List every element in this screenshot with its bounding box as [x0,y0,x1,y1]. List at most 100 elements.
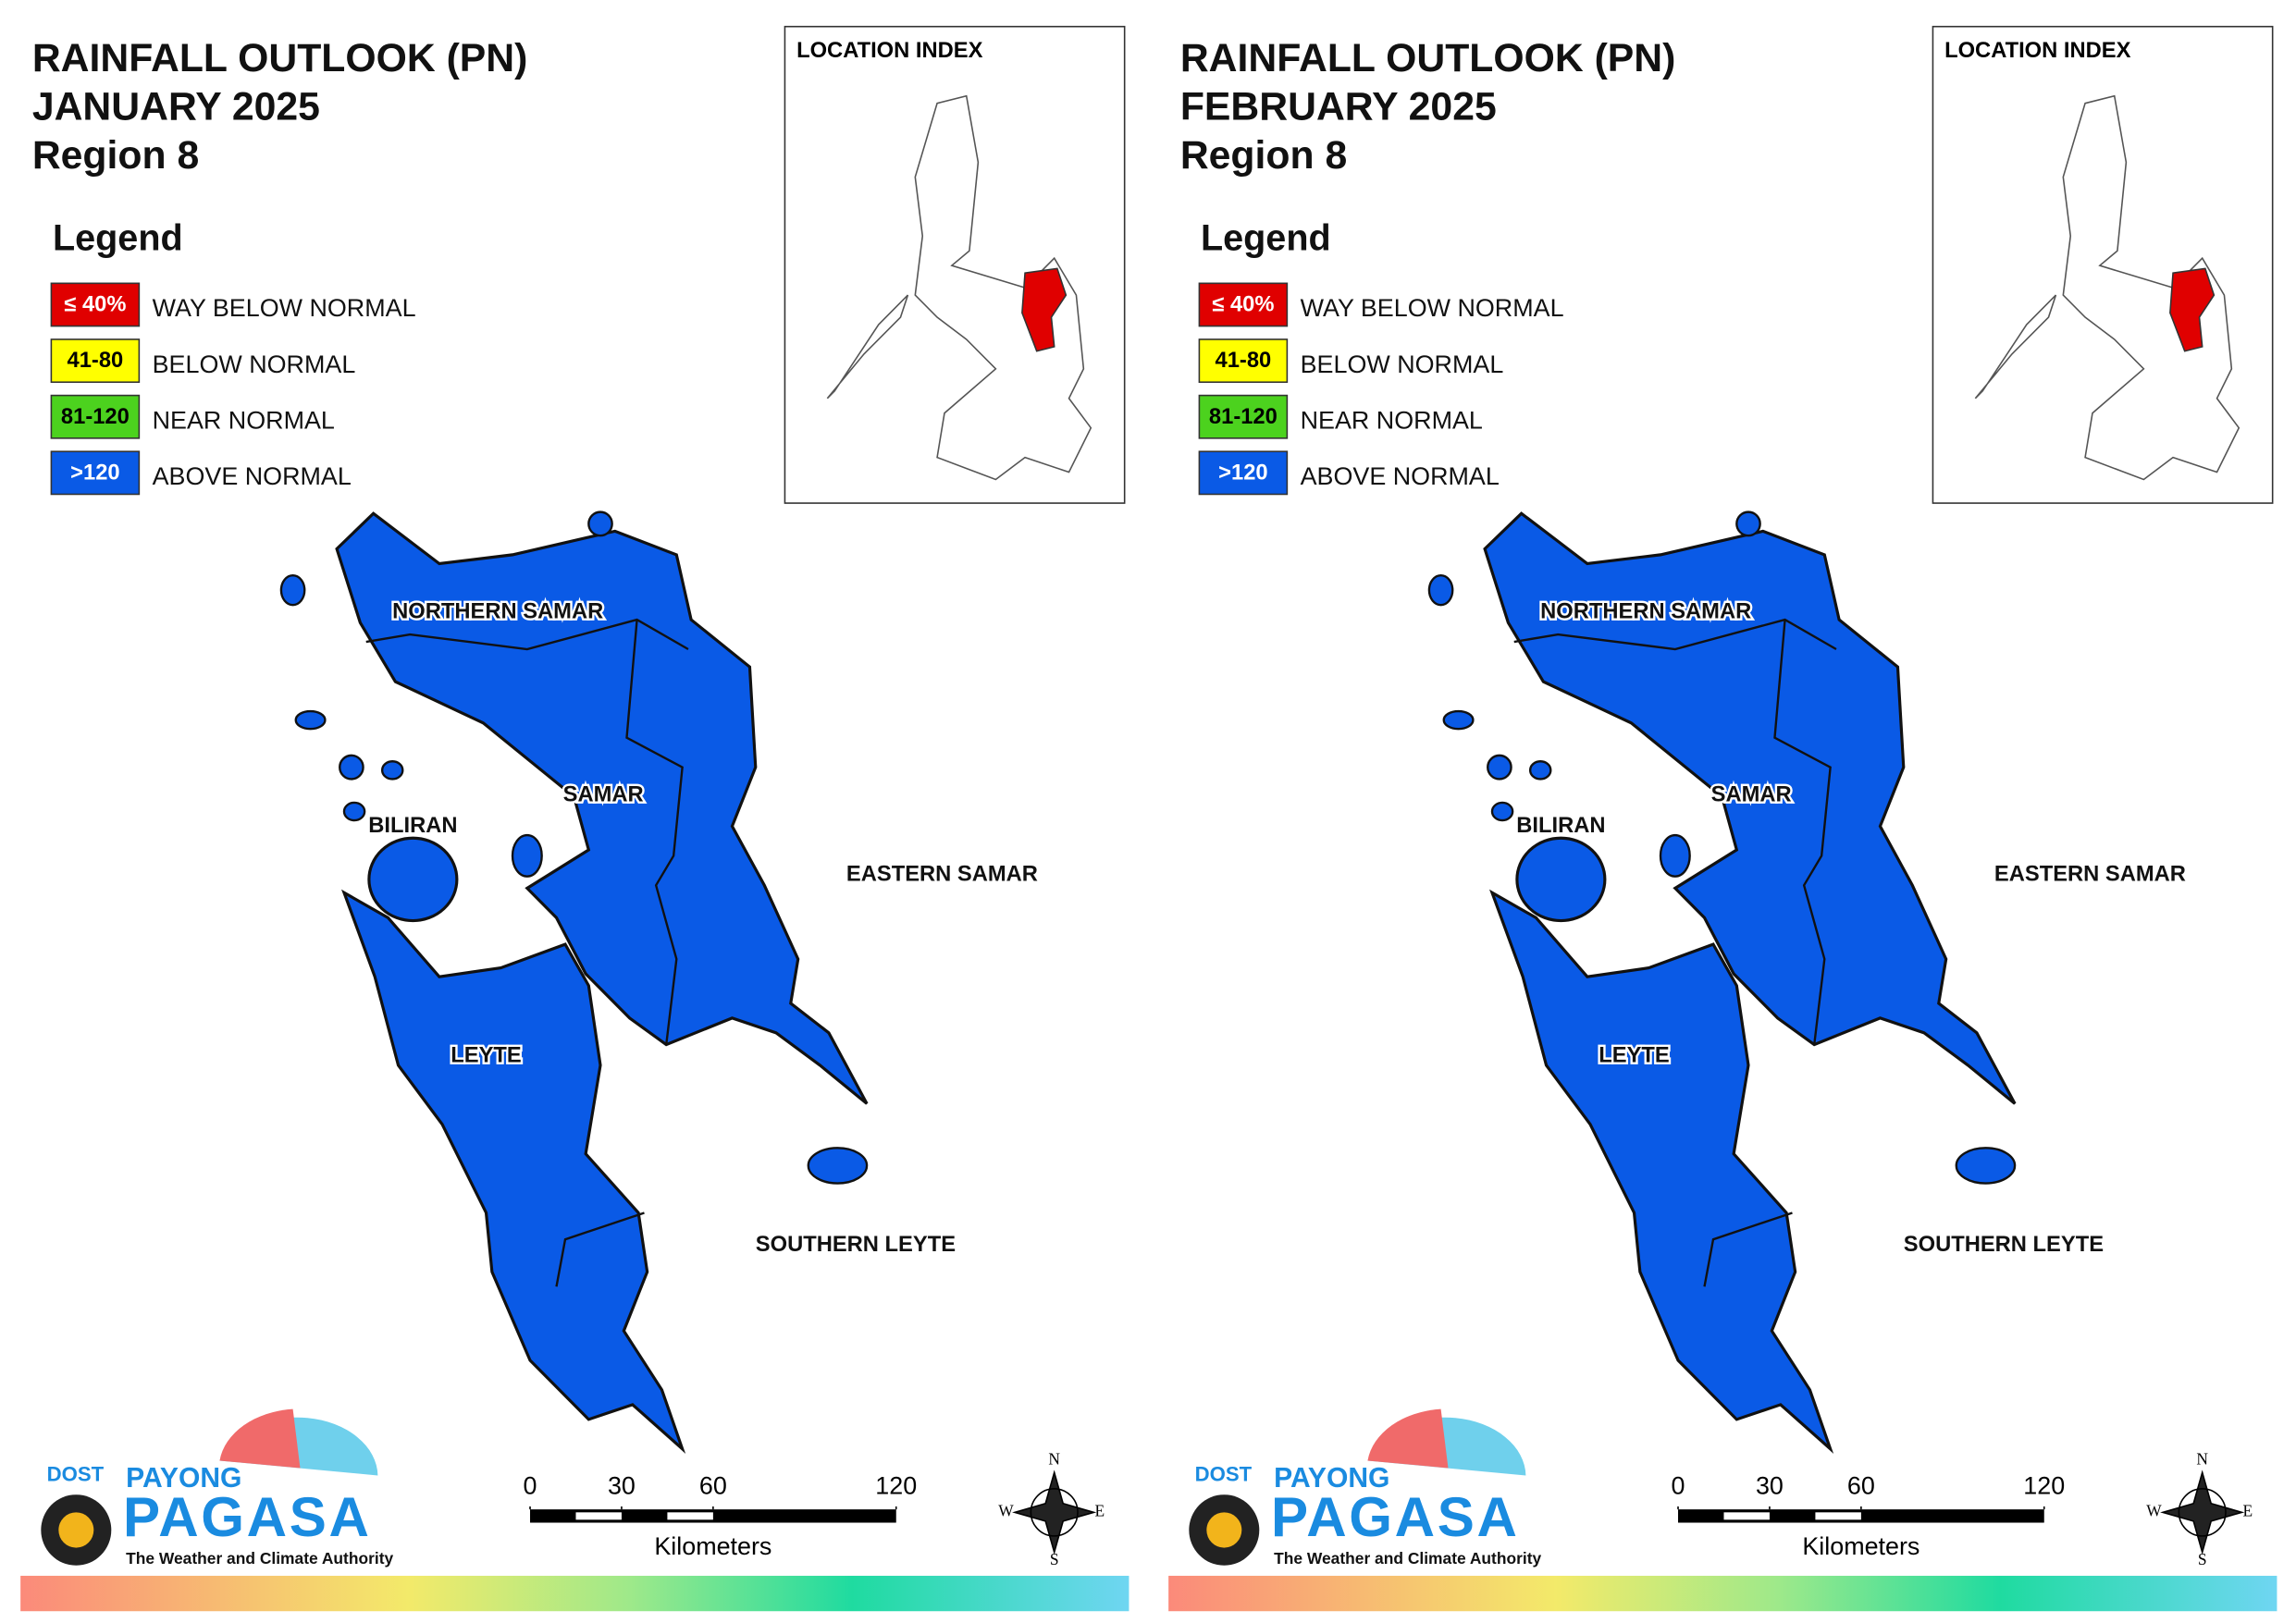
map-panel: RAINFALL OUTLOOK (PN)JANUARY 2025Region … [20,25,1129,1612]
leyte-island [341,889,686,1454]
region-8-highlight [2169,267,2216,352]
region-label: BILIRAN [1516,813,1605,838]
scale-tick-label: 30 [608,1471,636,1499]
legend-swatch-label: 81-120 [61,404,130,429]
region-label: EASTERN SAMAR [846,861,1038,886]
scale-bar-segment [1815,1512,1861,1520]
small-island [1490,801,1514,822]
small-island [511,833,543,878]
logo-umbrella-left [219,1408,301,1469]
compass-letter: E [2242,1501,2253,1519]
small-island [294,709,327,731]
compass-ring [2178,1488,2227,1537]
small-island [1659,833,1691,878]
small-island [279,574,306,607]
logo-pagasa: PAGASA [123,1485,369,1548]
scale-unit: Kilometers [654,1532,772,1560]
legend-swatch [50,282,141,327]
scale-tick-label: 60 [699,1471,727,1499]
footer-band [20,1575,1129,1612]
logo-seal-inner [1206,1512,1242,1548]
small-island [1442,709,1475,731]
legend-label: BELOW NORMAL [153,350,356,378]
map-title: RAINFALL OUTLOOK (PN) [1180,36,1676,80]
location-index-title: LOCATION INDEX [1944,38,2130,63]
region-label: SAMAR [563,781,644,806]
logo-payong: PAYONG [126,1463,241,1494]
map-panel: RAINFALL OUTLOOK (PN)FEBRUARY 2025Region… [1168,25,2277,1612]
biliran-island [367,836,459,923]
map-title: Region 8 [32,133,199,178]
scale-tick-label: 120 [2023,1471,2065,1499]
region-8-highlight [1021,267,1068,352]
province-border [625,619,684,1045]
legend-label: ABOVE NORMAL [153,462,352,490]
region-label: LEYTE [1599,1043,1669,1068]
scale-tick-label: 30 [1756,1471,1784,1499]
map-title: Region 8 [1180,133,1347,178]
small-island [1955,1147,2017,1185]
small-island [1735,510,1761,537]
compass-rose [1012,1469,1097,1555]
province-border [555,1211,645,1287]
legend-swatch-label: >120 [70,460,119,485]
legend-label: WAY BELOW NORMAL [1301,294,1564,322]
scale-tick-label: 60 [1847,1471,1875,1499]
small-island [380,760,404,781]
logo-dost: DOST [1195,1462,1253,1485]
legend-swatch-label: >120 [1218,460,1267,485]
scale-tick-label: 0 [1672,1471,1685,1499]
logo-pagasa: PAGASA [1271,1485,1517,1548]
legend-swatch-label: 81-120 [1209,404,1278,429]
compass-letter: E [1094,1501,1105,1519]
scale-tick-label: 120 [875,1471,917,1499]
legend-swatch [50,450,141,496]
small-island [342,801,366,822]
region-label: SOUTHERN LEYTE [1904,1232,2104,1257]
legend-label: NEAR NORMAL [153,406,335,434]
legend-swatch [1198,450,1289,496]
map-title: JANUARY 2025 [32,84,320,129]
footer-band [1168,1575,2277,1612]
legend-swatch [1198,338,1289,384]
region-label: NORTHERN SAMAR [392,598,603,623]
small-island [587,510,613,537]
scale-unit: Kilometers [1802,1532,1920,1560]
samar-island [1483,511,2017,1105]
logo-seal-inner [58,1512,94,1548]
legend-swatch [50,394,141,439]
compass-letter: W [998,1501,1014,1519]
region-label: LEYTE [451,1043,521,1068]
small-island [807,1147,869,1185]
samar-island [335,511,869,1105]
legend-swatch-label: 41-80 [68,348,124,373]
compass-rose [2160,1469,2245,1555]
province-border [365,618,689,651]
compass-ring [1030,1488,1079,1537]
small-island [339,754,364,781]
philippines-outline [1974,94,2240,481]
small-island [1487,754,1512,781]
scale-bar-segment [575,1512,622,1520]
legend-swatch-label: 41-80 [1216,348,1272,373]
legend-swatch [1198,394,1289,439]
region-label: NORTHERN SAMAR [1540,598,1751,623]
location-index-title: LOCATION INDEX [796,38,982,63]
legend-label: BELOW NORMAL [1301,350,1504,378]
region-label: SAMAR [1711,781,1792,806]
region-label: EASTERN SAMAR [1994,861,2186,886]
legend-label: WAY BELOW NORMAL [153,294,416,322]
legend-title: Legend [1201,217,1331,258]
region-label: BILIRAN [368,813,457,838]
legend-swatch-label: ≤ 40% [64,291,126,316]
logo-payong: PAYONG [1274,1463,1389,1494]
location-index-box [784,25,1126,504]
scale-bar-segment [667,1512,713,1520]
map-title: FEBRUARY 2025 [1180,84,1497,129]
logo-tagline: The Weather and Climate Authority [126,1549,393,1568]
scale-tick-label: 0 [524,1471,537,1499]
legend-swatch-label: ≤ 40% [1212,291,1274,316]
biliran-island [1515,836,1607,923]
legend-swatch [50,338,141,384]
